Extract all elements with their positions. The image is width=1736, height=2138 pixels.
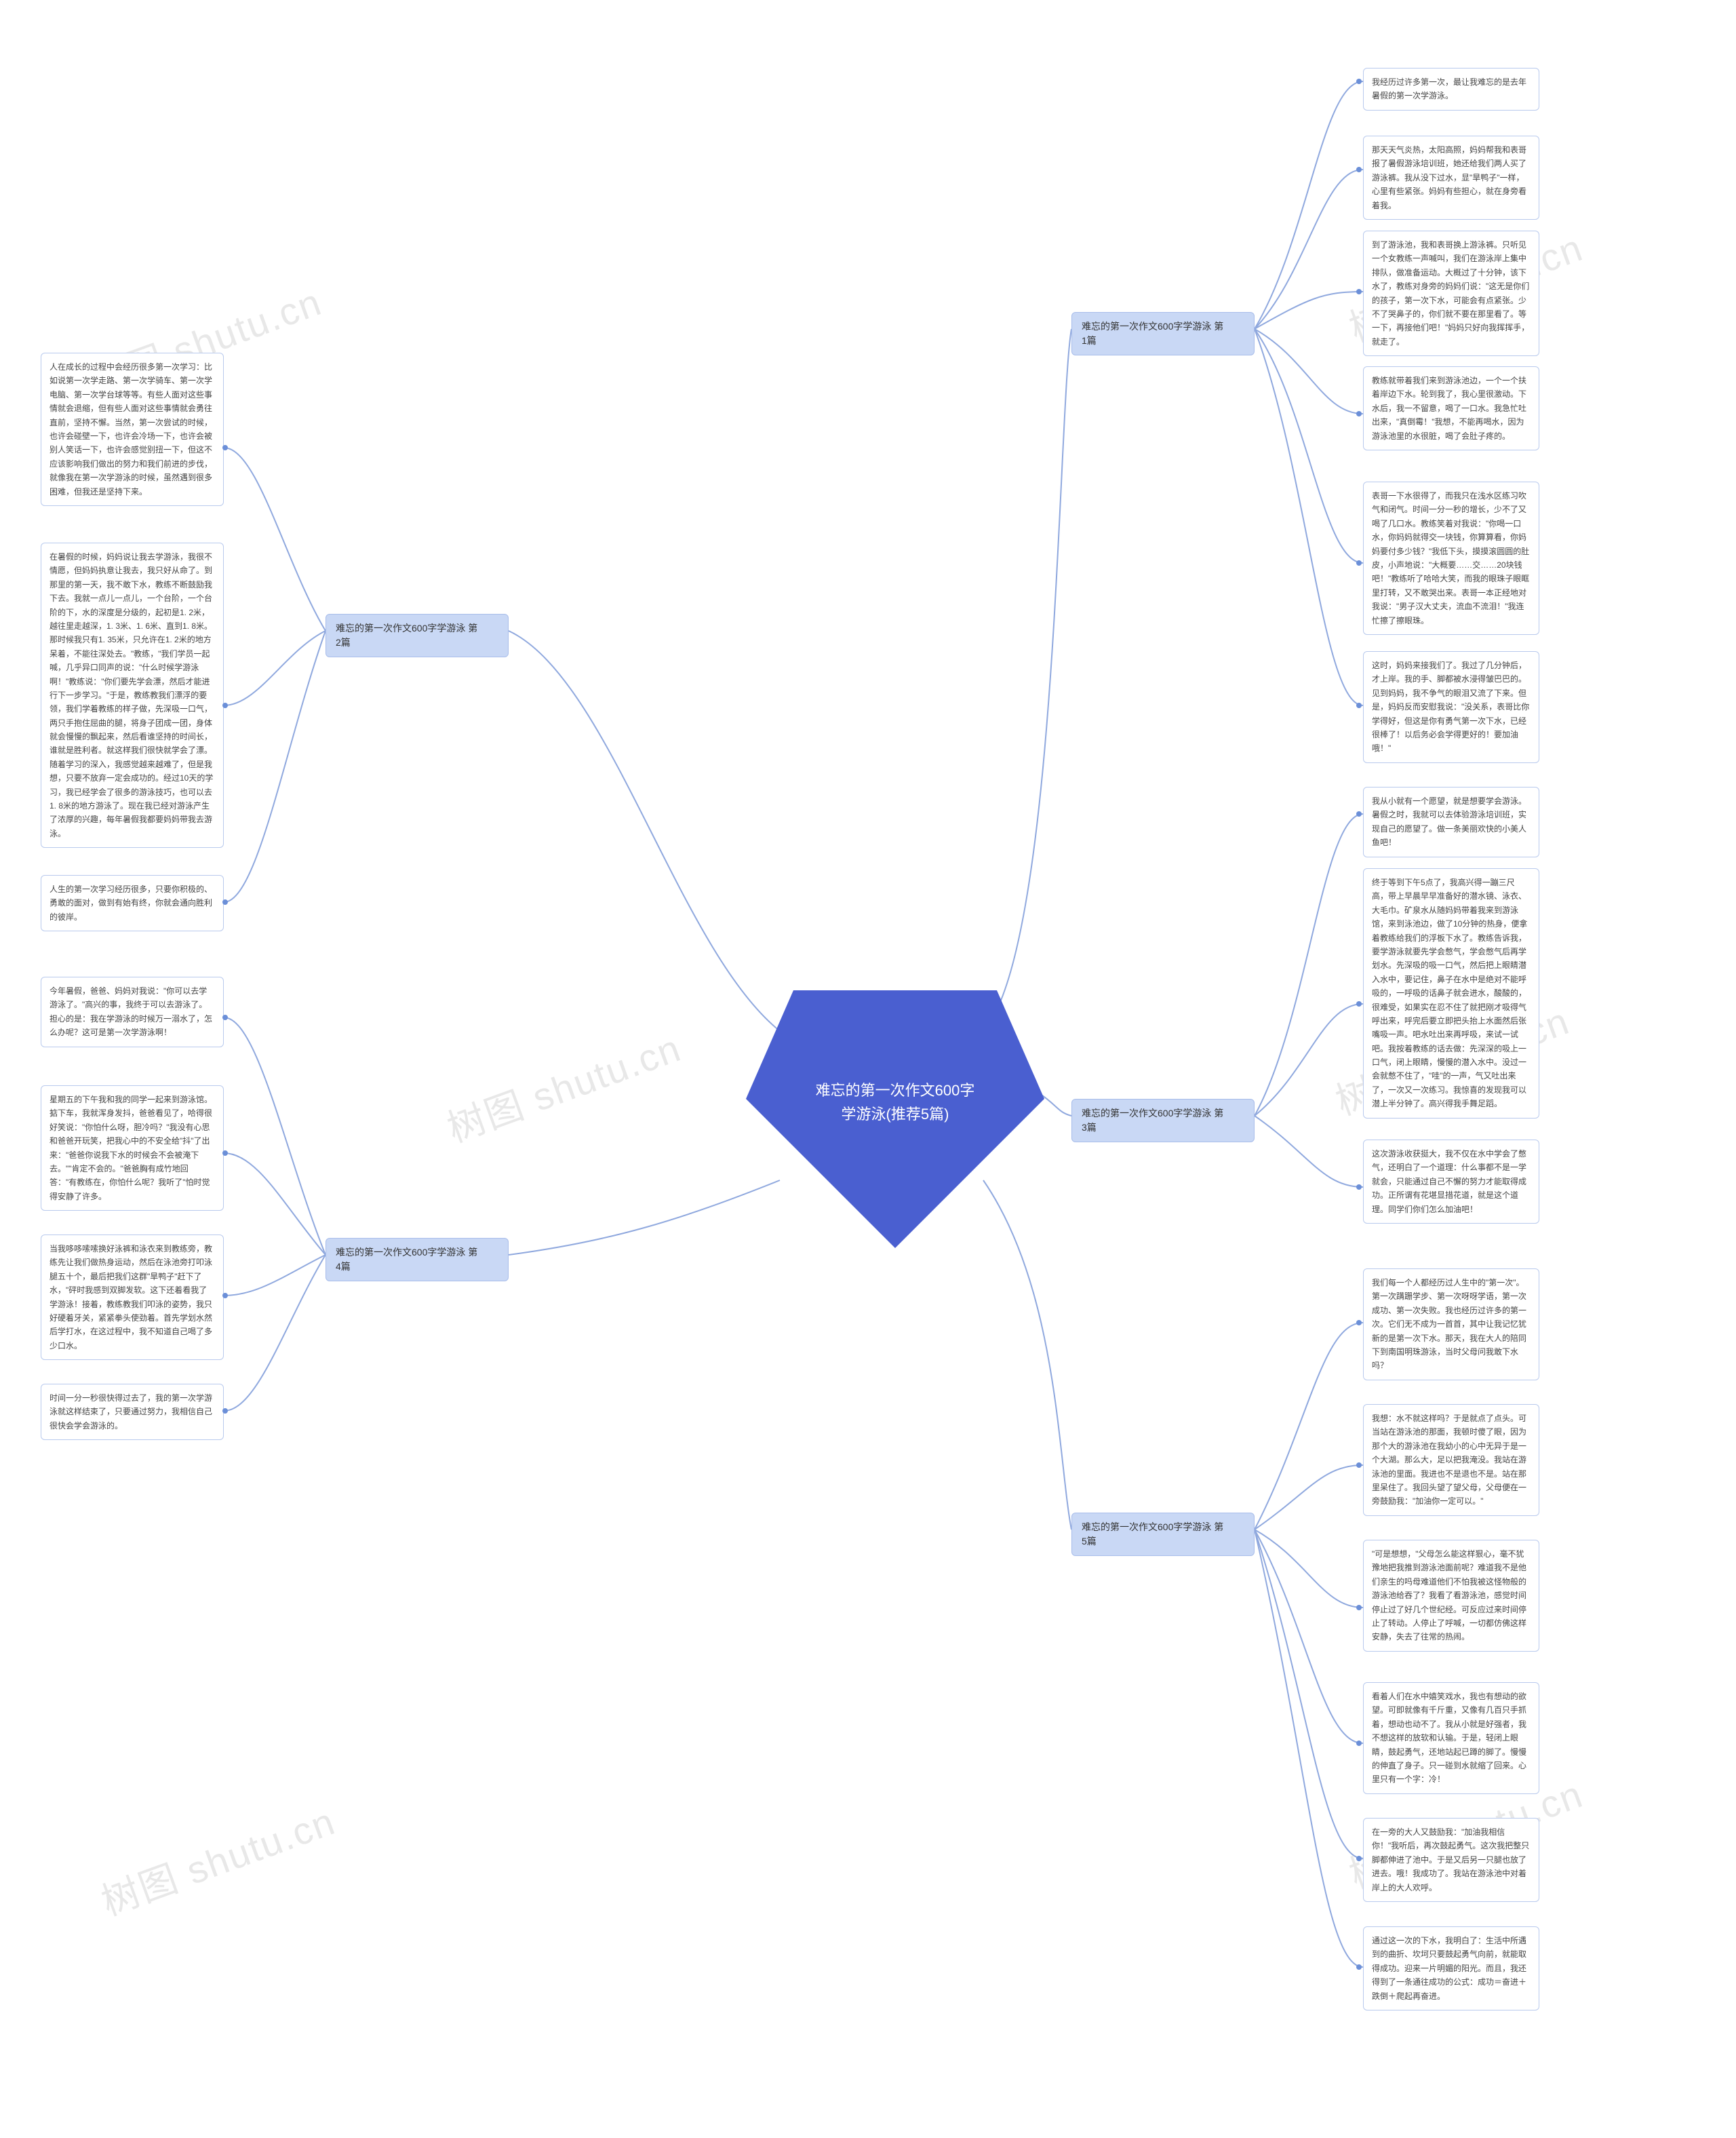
connector-dot (222, 1015, 228, 1020)
connector-dot (1356, 1741, 1362, 1746)
branch-node-4: 难忘的第一次作文600字学游泳 第4篇 (326, 1238, 509, 1281)
leaf-node: "可是想想，"父母怎么能这样狠心，毫不犹豫地把我推到游泳池面前呢？难道我不是他们… (1363, 1540, 1539, 1652)
connector-dot (1356, 1320, 1362, 1325)
connector-dot (1356, 167, 1362, 172)
center-title: 难忘的第一次作文600字学游泳(推荐5篇) (793, 1078, 997, 1126)
leaf-node: 我想：水不就这样吗？于是就点了点头。可当站在游泳池的那面，我顿时傻了眼，因为那个… (1363, 1404, 1539, 1516)
connector-dot (1356, 1964, 1362, 1970)
leaf-node: 我经历过许多第一次，最让我难忘的是去年暑假的第一次学游泳。 (1363, 68, 1539, 111)
connector-dot (1356, 560, 1362, 566)
leaf-node: 我们每一个人都经历过人生中的"第一次"。第一次蹒跚学步、第一次呀呀学语，第一次成… (1363, 1268, 1539, 1380)
leaf-node: 我从小就有一个愿望，就是想要学会游泳。暑假之时，我就可以去体验游泳培训班，实现自… (1363, 787, 1539, 857)
leaf-node: 人生的第一次学习经历很多，只要你积极的、勇敢的面对，做到有始有终，你就会通向胜利… (41, 875, 224, 931)
branch-node-5: 难忘的第一次作文600字学游泳 第5篇 (1071, 1513, 1255, 1556)
connector-dot (222, 899, 228, 905)
branch-node-1: 难忘的第一次作文600字学游泳 第1篇 (1071, 312, 1255, 355)
leaf-node: 那天天气炎热，太阳高照，妈妈帮我和表哥报了暑假游泳培训班，她还给我们两人买了游泳… (1363, 136, 1539, 220)
leaf-node: 这次游泳收获挺大，我不仅在水中学会了憋气，还明白了一个道理：什么事都不是一学就会… (1363, 1140, 1539, 1224)
connector-dot (1356, 703, 1362, 708)
connector-dot (222, 445, 228, 450)
leaf-node: 通过这一次的下水，我明白了：生活中所遇到的曲折、坎坷只要鼓起勇气向前，就能取得成… (1363, 1926, 1539, 2010)
connector-dot (222, 703, 228, 708)
leaf-node: 在暑假的时候，妈妈说让我去学游泳，我很不情愿，但妈妈执意让我去，我只好从命了。到… (41, 543, 224, 848)
leaf-node: 看着人们在水中嬉笑戏水，我也有想动的欲望。可即就像有千斤重，又像有几百只手抓着，… (1363, 1682, 1539, 1794)
leaf-node: 今年暑假，爸爸、妈妈对我说："你可以去学游泳了。"高兴的事，我终于可以去游泳了。… (41, 977, 224, 1047)
leaf-node: 当我哆哆嗦嗦换好泳裤和泳衣来到教练旁，教练先让我们做热身运动，然后在泳池旁打叩泳… (41, 1235, 224, 1360)
connector-dot (1356, 1605, 1362, 1610)
watermark: 树图 shutu.cn (93, 1791, 342, 1927)
center-node: 难忘的第一次作文600字学游泳(推荐5篇) (746, 990, 1044, 1248)
connector-dot (1356, 1462, 1362, 1468)
leaf-node: 时间一分一秒很快得过去了，我的第一次学游泳就这样结束了，只要通过努力，我相信自己… (41, 1384, 224, 1440)
connector-dot (1356, 1184, 1362, 1190)
leaf-node: 星期五的下午我和我的同学一起来到游泳馆。掂下车，我就浑身发抖，爸爸看见了，哈得很… (41, 1085, 224, 1211)
leaf-node: 到了游泳池，我和表哥换上游泳裤。只听见一个女教练一声喊叫，我们在游泳岸上集中排队… (1363, 231, 1539, 356)
leaf-node: 表哥一下水很得了，而我只在浅水区练习吹气和闭气。时间一分一秒的增长，少不了又喝了… (1363, 482, 1539, 635)
branch-node-3: 难忘的第一次作文600字学游泳 第3篇 (1071, 1099, 1255, 1142)
leaf-node: 人在成长的过程中会经历很多第一次学习：比如说第一次学走路、第一次学骑车、第一次学… (41, 353, 224, 506)
connector-dot (1356, 1001, 1362, 1007)
connector-dot (1356, 79, 1362, 84)
leaf-node: 教练就带着我们来到游泳池边，一个一个扶着岸边下水。轮到我了，我心里很激动。下水后… (1363, 366, 1539, 450)
connector-dot (1356, 1856, 1362, 1861)
connector-dot (1356, 289, 1362, 294)
connector-dot (222, 1408, 228, 1414)
connector-dot (222, 1150, 228, 1156)
branch-node-2: 难忘的第一次作文600字学游泳 第2篇 (326, 614, 509, 657)
connector-dot (222, 1293, 228, 1298)
watermark: 树图 shutu.cn (439, 1018, 688, 1154)
connector-dot (1356, 811, 1362, 817)
leaf-node: 在一旁的大人又鼓励我："加油我相信你！"我听后，再次鼓起勇气。这次我把整只脚都伸… (1363, 1818, 1539, 1902)
connector-dot (1356, 411, 1362, 416)
leaf-node: 这时，妈妈来接我们了。我过了几分钟后，才上岸。我的手、脚都被水浸得皱巴巴的。见到… (1363, 651, 1539, 763)
leaf-node: 终于等到下午5点了，我高兴得一蹦三尺高，带上早晨早早准备好的潜水镜、泳衣、大毛巾… (1363, 868, 1539, 1119)
